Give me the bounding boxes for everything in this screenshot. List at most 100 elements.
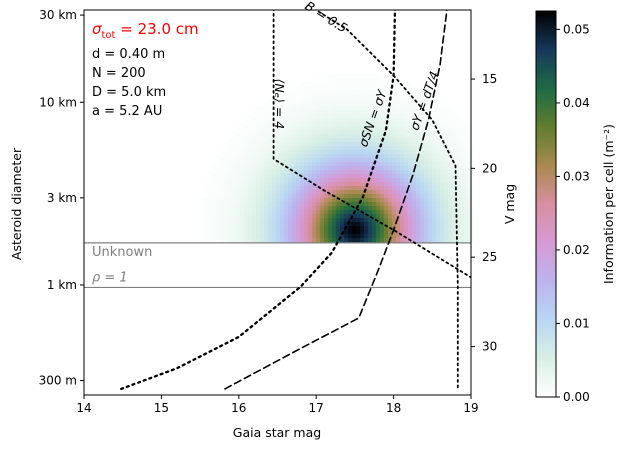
heatmap-cell xyxy=(304,178,309,183)
heatmap-cell xyxy=(448,238,453,243)
heatmap-cell xyxy=(432,238,437,243)
heatmap-cell xyxy=(448,126,453,131)
heatmap-cell xyxy=(440,134,445,139)
heatmap-cell xyxy=(320,106,325,111)
heatmap-cell xyxy=(428,150,433,155)
heatmap-cell xyxy=(448,158,453,163)
heatmap-cell xyxy=(332,114,337,119)
heatmap-cell xyxy=(272,190,277,195)
heatmap-cell xyxy=(332,158,337,163)
heatmap-cell xyxy=(336,142,341,147)
heatmap-cell xyxy=(324,174,329,179)
heatmap-cell xyxy=(432,174,437,179)
heatmap-cell xyxy=(464,174,469,179)
heatmap-cell xyxy=(280,230,285,235)
heatmap-cell xyxy=(424,206,429,211)
heatmap-cell xyxy=(284,118,289,123)
heatmap-cell xyxy=(372,122,377,127)
heatmap-cell xyxy=(428,122,433,127)
heatmap-cell xyxy=(220,170,225,175)
heatmap-cell xyxy=(420,118,425,123)
heatmap-cell xyxy=(392,106,397,111)
heatmap-cell xyxy=(312,90,317,95)
heatmap-cell xyxy=(312,162,317,167)
heatmap-cell xyxy=(204,202,209,207)
heatmap-cell xyxy=(416,110,421,115)
heatmap-cell xyxy=(352,162,357,167)
heatmap-cell xyxy=(252,226,257,231)
heatmap-cell xyxy=(264,134,269,139)
heatmap-cell xyxy=(336,130,341,135)
heatmap-cell xyxy=(372,166,377,171)
heatmap-cell xyxy=(468,142,473,147)
heatmap-cell xyxy=(304,206,309,211)
heatmap-cell xyxy=(348,178,353,183)
heatmap-cell xyxy=(352,230,357,235)
heatmap-cell xyxy=(324,222,329,227)
heatmap-cell xyxy=(344,170,349,175)
heatmap-cell xyxy=(380,98,385,103)
heatmap-cell xyxy=(468,218,473,223)
heatmap-cell xyxy=(292,126,297,131)
heatmap-cell xyxy=(268,122,273,127)
heatmap-cell xyxy=(320,238,325,243)
heatmap-cell xyxy=(328,138,333,143)
heatmap-cell xyxy=(460,202,465,207)
heatmap-cell xyxy=(356,130,361,135)
heatmap-cell xyxy=(244,190,249,195)
heatmap-cell xyxy=(244,194,249,199)
heatmap-cell xyxy=(364,194,369,199)
heatmap-cell xyxy=(384,98,389,103)
heatmap-cell xyxy=(384,154,389,159)
heatmap-cell xyxy=(204,238,209,243)
heatmap-cell xyxy=(348,102,353,107)
heatmap-cell xyxy=(420,166,425,171)
heatmap-cell xyxy=(336,198,341,203)
heatmap-cell xyxy=(208,238,213,243)
heatmap-cell xyxy=(280,90,285,95)
curve-sigma_SN_equals_sigma_Y xyxy=(120,10,397,391)
heatmap-cell xyxy=(316,150,321,155)
heatmap-cell xyxy=(312,86,317,91)
heatmap-cell xyxy=(232,174,237,179)
heatmap-cell xyxy=(224,218,229,223)
heatmap-cell xyxy=(228,146,233,151)
heatmap-cell xyxy=(344,110,349,115)
heatmap-cell xyxy=(400,198,405,203)
heatmap-cell xyxy=(412,202,417,207)
heatmap-cell xyxy=(288,134,293,139)
heatmap-cell xyxy=(312,82,317,87)
heatmap-cell xyxy=(428,202,433,207)
heatmap-cell xyxy=(380,94,385,99)
heatmap-cell xyxy=(336,98,341,103)
heatmap-cell xyxy=(448,194,453,199)
heatmap-cell xyxy=(364,158,369,163)
heatmap-cell xyxy=(464,138,469,143)
heatmap-cell xyxy=(404,142,409,147)
heatmap-cell xyxy=(320,198,325,203)
colorbar-ticks: 0.000.010.020.030.040.05 xyxy=(556,22,590,404)
heatmap-cell xyxy=(360,222,365,227)
heatmap-cell xyxy=(344,190,349,195)
heatmap-cell xyxy=(232,146,237,151)
heatmap-cell xyxy=(376,222,381,227)
heatmap-cell xyxy=(336,158,341,163)
heatmap-cell xyxy=(368,114,373,119)
heatmap-cell xyxy=(396,226,401,231)
heatmap-cell xyxy=(204,222,209,227)
heatmap-cell xyxy=(380,86,385,91)
heatmap-cell xyxy=(308,202,313,207)
heatmap-cell xyxy=(328,134,333,139)
heatmap-cell xyxy=(388,146,393,151)
heatmap-cell xyxy=(344,118,349,123)
x-tick-label: 16 xyxy=(231,401,246,415)
heatmap-cell xyxy=(408,130,413,135)
heatmap-cell xyxy=(368,210,373,215)
heatmap-cell xyxy=(424,198,429,203)
heatmap-cell xyxy=(220,222,225,227)
heatmap-cell xyxy=(468,170,473,175)
heatmap-cell xyxy=(444,194,449,199)
heatmap-cell xyxy=(372,106,377,111)
x-axis-ticks: 14 15 16 17 18 19 xyxy=(76,395,479,415)
